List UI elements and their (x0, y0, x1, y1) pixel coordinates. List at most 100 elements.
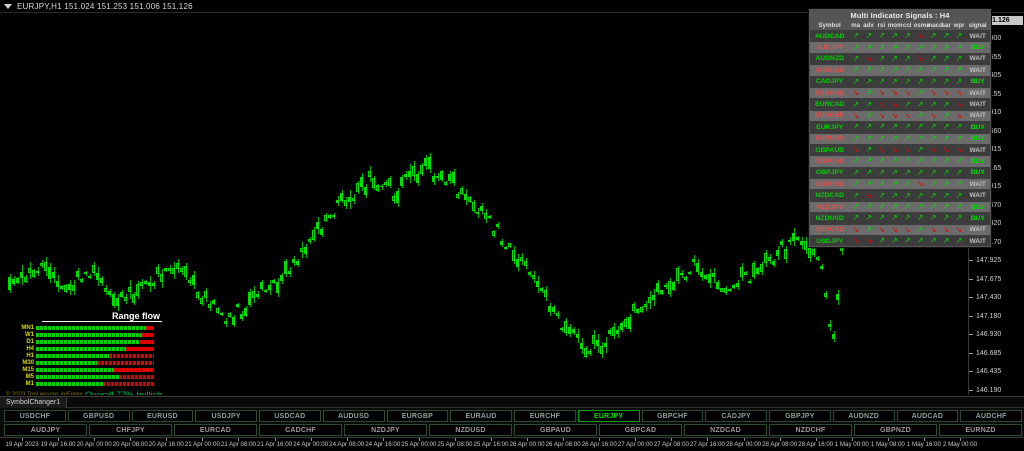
symbol-changer-tabbar: SymbolChanger1 (0, 396, 1024, 408)
signals-table-row[interactable]: CADJPY ↗ ↗ ↗ ↗ ↗ ↗ ↗ ↗ ↗ BUY (810, 75, 990, 87)
signal-arrow-up: ↗ (942, 42, 950, 52)
range-flow-row: M15 (14, 367, 164, 373)
symbol-button-euraud[interactable]: EURAUD (450, 410, 512, 422)
signal-arrow-down: ↘ (904, 88, 911, 98)
time-tick-label: 24 Apr 08:00 (329, 441, 365, 448)
copyright-label: © 2023 TopLessons.in/Forex (6, 392, 83, 395)
signals-table-row[interactable]: GBPUSD ↗ ↗ ↗ ↗ ↗ ↘ ↗ ↗ ↗ WAIT (810, 178, 990, 190)
symbol-button-usdjpy[interactable]: USDJPY (195, 410, 257, 422)
time-tick-mark (94, 438, 96, 441)
signal-symbol: AUDNZD (815, 55, 845, 63)
signals-table-row[interactable]: EURJPY ↗ ↗ ↗ ↗ ↗ ↗ ↗ ↗ ↗ BUY (810, 121, 990, 133)
signals-table-row[interactable]: EURCAD ↗ ↗ ↘ ↘ ↗ ↗ ↗ ↗ ↘ WAIT (810, 98, 990, 110)
signal-arrow-up: ↗ (891, 133, 898, 143)
signals-table-row[interactable]: USDJPY ↘ ↘ ↗ ↗ ↗ ↗ ↗ ↗ ↗ WAIT (810, 235, 990, 247)
time-tick-label: 21 Apr 16:00 (256, 441, 293, 448)
symbol-button-gbpnzd[interactable]: GBPNZD (854, 424, 937, 436)
signals-table-row[interactable]: NZDJPY ↗ ↗ ↗ ↗ ↗ ↗ ↗ ↗ ↗ BUY (810, 200, 990, 213)
signal-arrow-up: ↗ (916, 42, 924, 52)
symbol-button-audchf[interactable]: AUDCHF (960, 410, 1022, 422)
symbol-button-gbpchf[interactable]: GBPCHF (641, 410, 704, 422)
range-flow-bullish-segment (36, 354, 110, 358)
signal-arrow-up: ↗ (916, 122, 924, 132)
signals-table-row[interactable]: GBPAUD ↘ ↗ ↘ ↘ ↘ ↗ ↘ ↘ ↘ WAIT (810, 143, 990, 156)
signals-table-row[interactable]: GBPCAD ↗ ↗ ↗ ↗ ↗ ↗ ↗ ↗ ↗ BUY (810, 155, 990, 167)
symbol-button-eurchf[interactable]: EURCHF (514, 410, 576, 422)
signals-column-headers: Symbol ma adx rsi mom cci osma macd sar wpr signal (810, 21, 990, 30)
symbol-button-eurjpy[interactable]: EURJPY (577, 410, 640, 422)
symbol-button-eurusd[interactable]: EURUSD (131, 410, 194, 422)
signal-arrow-up: ↗ (929, 42, 937, 52)
symbol-button-eurcad[interactable]: EURCAD (174, 424, 257, 436)
signals-table-row[interactable]: USDCAD ↘ ↗ ↘ ↘ ↘ ↗ ↘ ↘ ↘ WAIT (810, 223, 990, 236)
signal-arrow-up: ↗ (904, 53, 911, 63)
signal-verdict: BUY (970, 214, 985, 222)
signal-arrow-up: ↗ (942, 167, 950, 177)
signal-verdict: WAIT (969, 32, 986, 40)
signal-arrow-up: ↗ (904, 156, 911, 166)
symbol-button-nzdjpy[interactable]: NZDJPY (344, 424, 427, 436)
signal-verdict: WAIT (969, 66, 986, 74)
signals-table-row[interactable]: EURGBP ↘ ↗ ↘ ↘ ↘ ↗ ↘ ↗ ↘ WAIT (810, 109, 990, 122)
signal-arrow-up: ↗ (942, 156, 950, 166)
signals-header-signal: signal (968, 22, 987, 29)
range-flow-bearish-segment (125, 347, 154, 351)
symbol-button-cadchf[interactable]: CADCHF (259, 424, 342, 436)
multi-indicator-signals-panel[interactable]: Multi Indicator Signals : H4 Symbol ma adx… (808, 8, 992, 249)
range-flow-bar (36, 361, 154, 365)
price-chart[interactable]: Range flow MN1 W1 D1 H4 H1 M30 M15 M5 M1 Overall… (0, 13, 968, 395)
signal-verdict: BUY (970, 44, 985, 52)
signal-symbol: GBPUSD (815, 180, 845, 188)
symbol-button-eurgbp[interactable]: EURGBP (386, 410, 449, 422)
signal-arrow-up: ↗ (852, 190, 860, 200)
symbol-button-nzdusd[interactable]: NZDUSD (429, 424, 512, 436)
range-flow-bar (36, 354, 154, 358)
signal-arrow-up: ↗ (852, 167, 860, 177)
symbol-button-gbpjpy[interactable]: GBPJPY (769, 410, 831, 422)
signals-table-row[interactable]: NZDCAD ↗ ↘ ↗ ↗ ↗ ↗ ↗ ↗ ↗ WAIT (810, 189, 990, 201)
signals-header-Symbol: Symbol (818, 22, 841, 29)
tab-symbolchanger1[interactable]: SymbolChanger1 (0, 396, 68, 408)
chevron-down-icon[interactable] (4, 3, 12, 9)
symbol-button-audjpy[interactable]: AUDJPY (4, 424, 87, 436)
symbol-button-chfjpy[interactable]: CHFJPY (89, 424, 172, 436)
time-tick-label: 20 Apr 16:00 (148, 441, 184, 448)
signal-arrow-up: ↗ (929, 190, 937, 200)
signals-table-row[interactable]: EURAUD ↘ ↗ ↘ ↘ ↘ ↗ ↘ ↘ ↘ WAIT (810, 86, 990, 99)
signals-table-row[interactable]: GBPJPY ↗ ↗ ↗ ↗ ↗ ↗ ↗ ↗ ↗ BUY (810, 166, 990, 179)
range-flow-bearish-segment (145, 326, 154, 330)
symbol-button-cadjpy[interactable]: CADJPY (705, 410, 767, 422)
signal-arrow-up: ↗ (955, 76, 963, 86)
signals-table-row[interactable]: AUDCAD ↗ ↗ ↗ ↗ ↗ ↘ ↗ ↗ ↗ WAIT (810, 30, 990, 42)
symbol-button-nzdchf[interactable]: NZDCHF (769, 424, 852, 436)
symbol-button-usdcad[interactable]: USDCAD (259, 410, 321, 422)
time-axis[interactable]: 19 Apr 2023 19 Apr 16:00 20 Apr 00:00 20 Ap… (0, 437, 1024, 451)
symbol-button-audcad[interactable]: AUDCAD (896, 410, 959, 422)
symbol-button-audusd[interactable]: AUDUSD (322, 410, 385, 422)
symbol-button-usdchf[interactable]: USDCHF (4, 410, 66, 422)
signals-table-row[interactable]: AUDJPY ↗ ↗ ↗ ↗ ↗ ↗ ↗ ↗ ↗ BUY (810, 41, 990, 53)
signal-arrow-down: ↘ (955, 88, 963, 98)
symbol-button-eurnzd[interactable]: EURNZD (939, 424, 1022, 436)
signals-table-row[interactable]: AUDNZD ↗ ↘ ↗ ↗ ↗ ↘ ↗ ↗ ↗ WAIT (810, 52, 990, 65)
signals-table-row[interactable]: NZDUSD ↗ ↗ ↗ ↗ ↗ ↗ ↗ ↗ ↗ BUY (810, 212, 990, 224)
symbol-button-nzdcad[interactable]: NZDCAD (684, 424, 767, 436)
symbol-button-gbpcad[interactable]: GBPCAD (599, 424, 682, 436)
signal-arrow-up: ↗ (865, 110, 873, 120)
signal-arrow-up: ↗ (929, 76, 937, 86)
range-flow-bearish-segment (109, 354, 154, 358)
symbol-button-audnzd[interactable]: AUDNZD (832, 410, 895, 422)
symbol-button-gbpaud[interactable]: GBPAUD (514, 424, 597, 436)
symbol-button-gbpusd[interactable]: GBPUSD (67, 410, 130, 422)
time-tick-mark (743, 438, 745, 441)
time-tick-mark (563, 438, 565, 441)
signals-table-row[interactable]: AUDUSD ↗ ↗ ↗ ↗ ↗ ↗ ↗ ↗ ↗ WAIT (810, 64, 990, 76)
signal-arrow-down: ↘ (904, 224, 911, 234)
signals-table-row[interactable]: EURUSD ↗ ↗ ↗ ↗ ↗ ↗ ↗ ↗ ↗ BUY (810, 132, 990, 144)
time-tick-mark (166, 438, 168, 441)
signal-arrow-up: ↗ (942, 122, 950, 132)
chart-title-bar: EURJPY,H1 151.024 151.253 151.006 151.12… (0, 0, 1024, 13)
signals-header-sar: sar (941, 21, 951, 29)
signal-arrow-down: ↘ (878, 224, 885, 234)
signal-arrow-up: ↗ (929, 53, 937, 63)
